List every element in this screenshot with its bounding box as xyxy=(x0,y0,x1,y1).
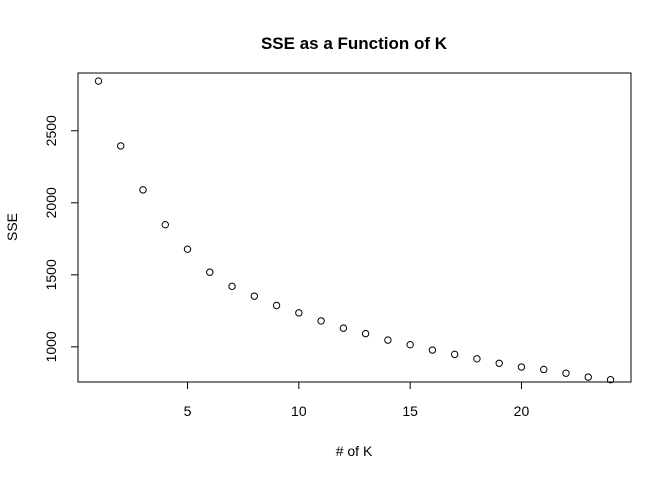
plot-frame xyxy=(77,72,632,383)
data-point xyxy=(161,220,169,229)
x-tick-label: 20 xyxy=(514,403,530,419)
data-point xyxy=(495,359,503,367)
data-point xyxy=(428,346,437,354)
data-point xyxy=(295,309,303,317)
data-point xyxy=(406,340,414,349)
y-tick-label: 1500 xyxy=(43,259,59,290)
data-point xyxy=(183,245,192,253)
x-tick-label: 5 xyxy=(184,403,192,419)
data-point xyxy=(384,336,392,344)
data-point xyxy=(540,365,548,374)
data-point xyxy=(450,350,459,359)
x-axis-label: # of K xyxy=(336,443,373,459)
data-point xyxy=(139,186,147,194)
data-point xyxy=(584,373,592,381)
data-points xyxy=(94,77,615,384)
y-axis-label: SSE xyxy=(4,213,20,241)
data-point xyxy=(272,301,281,310)
data-point xyxy=(606,375,615,384)
data-point xyxy=(473,355,481,363)
x-tick-label: 15 xyxy=(402,403,418,419)
x-tick-label: 10 xyxy=(291,403,307,419)
data-point xyxy=(562,369,570,377)
data-point xyxy=(250,292,259,300)
y-tick-label: 2500 xyxy=(43,115,59,146)
data-point xyxy=(517,363,526,371)
y-tick-label: 1000 xyxy=(43,331,59,362)
data-point xyxy=(117,142,125,150)
x-axis: 5 10 15 20 xyxy=(184,381,530,419)
data-point xyxy=(317,317,325,325)
data-point xyxy=(361,329,370,338)
data-point xyxy=(339,324,348,332)
data-point xyxy=(228,282,236,291)
data-point xyxy=(94,77,103,85)
chart-title: SSE as a Function of K xyxy=(261,34,448,53)
data-point xyxy=(206,268,214,276)
y-tick-label: 2000 xyxy=(43,187,59,218)
y-axis: 1000 1500 2000 2500 xyxy=(43,115,79,362)
